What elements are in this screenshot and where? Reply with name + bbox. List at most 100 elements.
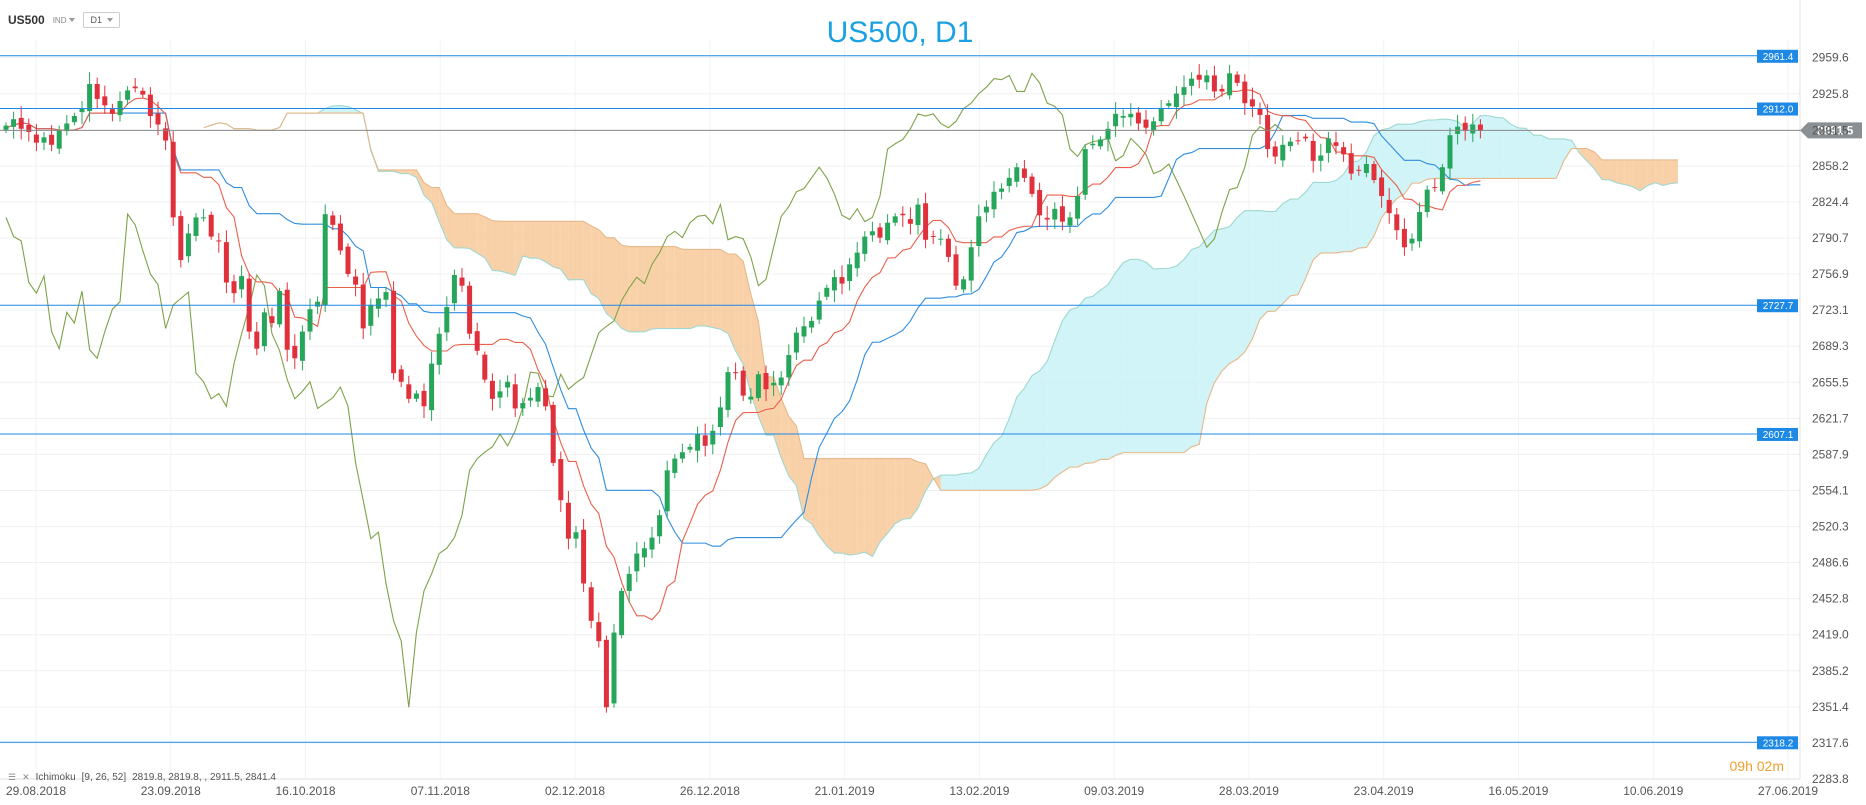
candle-body[interactable] xyxy=(573,532,579,539)
candle-body[interactable] xyxy=(178,216,184,261)
candle-body[interactable] xyxy=(277,291,283,325)
candle-body[interactable] xyxy=(603,639,609,708)
candle-body[interactable] xyxy=(869,231,875,236)
candle-body[interactable] xyxy=(801,326,807,337)
candle-body[interactable] xyxy=(1341,147,1347,155)
candle-body[interactable] xyxy=(1386,199,1392,214)
candle-body[interactable] xyxy=(208,214,214,237)
candle-body[interactable] xyxy=(299,331,305,361)
candle-body[interactable] xyxy=(71,115,77,123)
candle-body[interactable] xyxy=(1439,167,1445,192)
candle-body[interactable] xyxy=(56,129,62,149)
candle-body[interactable] xyxy=(854,252,860,269)
candle-body[interactable] xyxy=(816,300,822,320)
candle-body[interactable] xyxy=(239,276,245,290)
candle-body[interactable] xyxy=(1447,135,1453,169)
candle-body[interactable] xyxy=(33,134,39,143)
interval-selector[interactable]: D1 xyxy=(83,12,120,28)
candle-body[interactable] xyxy=(284,289,290,350)
candle-body[interactable] xyxy=(535,387,541,402)
candle-body[interactable] xyxy=(383,292,389,300)
candle-body[interactable] xyxy=(1325,138,1331,153)
candle-body[interactable] xyxy=(649,537,655,550)
candle-body[interactable] xyxy=(1014,167,1020,182)
candle-body[interactable] xyxy=(543,388,549,407)
candle-body[interactable] xyxy=(1181,87,1187,95)
candle-body[interactable] xyxy=(1029,176,1035,194)
candle-body[interactable] xyxy=(619,590,625,636)
candle-body[interactable] xyxy=(1409,238,1415,244)
candle-body[interactable] xyxy=(900,213,906,216)
candle-body[interactable] xyxy=(231,281,237,294)
candle-body[interactable] xyxy=(634,553,640,572)
candle-body[interactable] xyxy=(1424,189,1430,213)
candle-body[interactable] xyxy=(793,332,799,353)
candle-body[interactable] xyxy=(778,377,784,386)
candle-body[interactable] xyxy=(1052,208,1058,220)
candle-body[interactable] xyxy=(254,331,260,349)
candle-body[interactable] xyxy=(1303,136,1309,139)
candle-body[interactable] xyxy=(1204,75,1210,83)
candle-body[interactable] xyxy=(1090,143,1096,146)
candle-body[interactable] xyxy=(345,246,351,274)
candle-body[interactable] xyxy=(1097,139,1103,147)
candle-body[interactable] xyxy=(520,403,526,409)
candle-body[interactable] xyxy=(322,214,328,306)
candle-body[interactable] xyxy=(657,515,663,537)
candle-body[interactable] xyxy=(710,430,716,445)
candle-body[interactable] xyxy=(1059,206,1065,222)
candle-body[interactable] xyxy=(763,372,769,390)
candle-body[interactable] xyxy=(261,312,267,347)
candle-body[interactable] xyxy=(413,393,419,399)
candle-body[interactable] xyxy=(641,548,647,558)
candle-body[interactable] xyxy=(1211,75,1217,92)
candle-body[interactable] xyxy=(185,233,191,257)
candle-body[interactable] xyxy=(1234,74,1240,83)
candle-body[interactable] xyxy=(467,285,473,334)
candle-body[interactable] xyxy=(786,355,792,378)
candle-body[interactable] xyxy=(1295,140,1301,142)
candle-body[interactable] xyxy=(877,227,883,238)
candle-body[interactable] xyxy=(999,188,1005,192)
candle-body[interactable] xyxy=(79,108,85,113)
candle-body[interactable] xyxy=(125,90,131,100)
candle-body[interactable] xyxy=(1249,99,1255,107)
candle-body[interactable] xyxy=(132,86,138,89)
candle-body[interactable] xyxy=(18,117,24,129)
candle-body[interactable] xyxy=(375,298,381,309)
candle-body[interactable] xyxy=(1265,114,1271,150)
candle-body[interactable] xyxy=(360,284,366,329)
candle-body[interactable] xyxy=(1272,146,1278,157)
candle-body[interactable] xyxy=(976,216,982,246)
candle-body[interactable] xyxy=(451,275,457,304)
candle-body[interactable] xyxy=(94,83,100,99)
candle-body[interactable] xyxy=(170,141,176,218)
candle-body[interactable] xyxy=(862,236,868,254)
candle-body[interactable] xyxy=(733,372,739,374)
candle-body[interactable] xyxy=(892,216,898,223)
candle-body[interactable] xyxy=(695,434,701,451)
candle-body[interactable] xyxy=(1021,168,1027,178)
candle-body[interactable] xyxy=(315,301,321,307)
candle-body[interactable] xyxy=(672,458,678,473)
candle-body[interactable] xyxy=(398,369,404,382)
candle-body[interactable] xyxy=(41,137,47,143)
candle-body[interactable] xyxy=(824,287,830,297)
candle-body[interactable] xyxy=(968,247,974,281)
candle-body[interactable] xyxy=(1287,141,1293,147)
candle-body[interactable] xyxy=(755,374,761,398)
candle-body[interactable] xyxy=(527,397,533,401)
candle-body[interactable] xyxy=(330,215,336,225)
candle-body[interactable] xyxy=(337,223,343,251)
candle-body[interactable] xyxy=(1173,93,1179,108)
candle-body[interactable] xyxy=(163,128,169,141)
candle-body[interactable] xyxy=(1394,214,1400,231)
candle-body[interactable] xyxy=(885,222,891,241)
candle-body[interactable] xyxy=(1462,122,1468,131)
candle-body[interactable] xyxy=(961,279,967,290)
candle-body[interactable] xyxy=(717,407,723,428)
candle-body[interactable] xyxy=(923,203,929,240)
candle-body[interactable] xyxy=(1363,164,1369,173)
candle-body[interactable] xyxy=(725,372,731,410)
candle-body[interactable] xyxy=(193,217,199,236)
